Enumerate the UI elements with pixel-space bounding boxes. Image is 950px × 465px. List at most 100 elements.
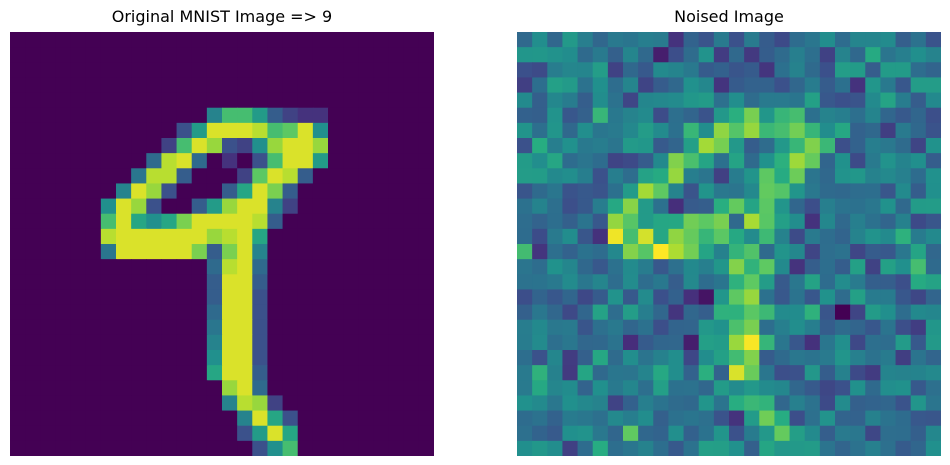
original-pixel-cell [328,244,344,260]
original-pixel-cell [282,183,299,200]
original-pixel-cell [25,350,41,366]
noised-pixel-cell [925,289,941,306]
original-pixel-cell [25,304,41,321]
noised-pixel-cell [865,138,882,154]
noised-pixel-cell [577,32,594,48]
original-pixel-cell [312,259,329,275]
original-pixel-cell [206,213,223,230]
original-pixel-cell [100,395,117,412]
noised-pixel-cell [592,198,609,215]
original-pixel-cell [358,183,375,200]
original-pixel-cell [131,365,147,381]
original-pixel-cell [418,77,434,94]
noised-pixel-cell [562,47,579,63]
noised-pixel-cell [850,395,866,412]
noised-pixel-cell [638,198,654,215]
noised-pixel-cell [713,183,730,200]
original-pixel-cell [343,153,359,169]
noised-pixel-cell [562,350,579,366]
noised-pixel-cell [910,213,927,230]
noised-pixel-cell [683,138,700,154]
noised-pixel-cell [925,365,941,381]
original-pixel-cell [85,107,102,124]
noised-pixel-cell [850,213,866,230]
original-pixel-cell [85,77,102,94]
noised-pixel-cell [562,228,579,245]
noised-pixel-cell [547,425,564,442]
original-pixel-cell [206,395,223,412]
original-pixel-cell [373,380,390,397]
original-pixel-cell [312,395,329,412]
original-pixel-cell [373,47,390,63]
noised-pixel-cell [865,440,882,456]
original-pixel-cell [282,213,299,230]
original-pixel-cell [267,380,284,397]
original-pixel-cell [297,62,314,79]
noised-pixel-cell [789,92,806,109]
original-pixel-cell [70,183,87,200]
noised-pixel-cell [744,289,760,306]
noised-pixel-cell [774,259,791,275]
original-pixel-cell [328,259,344,275]
original-pixel-cell [40,365,57,381]
noised-pixel-cell [925,168,941,185]
noised-pixel-cell [819,92,836,109]
noised-pixel-cell [623,138,639,154]
original-pixel-cell [388,425,405,442]
noised-pixel-cell [623,380,639,397]
noised-pixel-cell [865,259,882,275]
noised-pixel-cell [789,380,806,397]
original-pixel-cell [343,319,359,336]
noised-pixel-cell [517,168,533,185]
original-pixel-cell [328,107,344,124]
noised-pixel-cell [925,380,941,397]
noised-pixel-cell [623,153,639,169]
noised-pixel-cell [653,395,670,412]
original-pixel-cell [161,334,178,351]
original-pixel-cell [267,47,284,63]
noised-pixel-cell [607,319,624,336]
noised-pixel-cell [835,183,851,200]
noised-pixel-cell [638,440,654,456]
noised-pixel-cell [532,425,548,442]
noised-pixel-cell [910,440,927,456]
noised-pixel-cell [713,410,730,427]
noised-pixel-cell [577,183,594,200]
noised-pixel-cell [532,47,548,63]
noised-pixel-cell [713,92,730,109]
original-pixel-cell [116,183,132,200]
original-pixel-cell [100,440,117,456]
noised-pixel-cell [925,395,941,412]
original-pixel-cell [116,107,132,124]
noised-pixel-cell [638,122,654,139]
noised-pixel-cell [683,350,700,366]
original-pixel-cell [191,319,208,336]
original-pixel-cell [70,410,87,427]
noised-pixel-cell [835,274,851,291]
noised-pixel-cell [925,274,941,291]
noised-pixel-cell [850,304,866,321]
original-pixel-cell [206,274,223,291]
original-pixel-cell [388,350,405,366]
noised-pixel-cell [729,77,745,94]
noised-pixel-cell [668,77,685,94]
noised-pixel-cell [698,138,715,154]
original-pixel-cell [343,32,359,48]
noised-pixel-cell [789,228,806,245]
original-pixel-cell [418,289,434,306]
original-pixel-cell [206,425,223,442]
noised-pixel-cell [623,350,639,366]
original-pixel-cell [267,410,284,427]
noised-pixel-cell [638,138,654,154]
noised-pixel-cell [562,122,579,139]
noised-pixel-cell [668,168,685,185]
noised-pixel-cell [562,395,579,412]
noised-pixel-cell [653,153,670,169]
original-pixel-cell [85,47,102,63]
noised-pixel-cell [638,62,654,79]
original-pixel-cell [70,350,87,366]
noised-pixel-cell [547,228,564,245]
noised-pixel-cell [517,274,533,291]
noised-pixel-cell [804,138,821,154]
original-pixel-cell [267,198,284,215]
